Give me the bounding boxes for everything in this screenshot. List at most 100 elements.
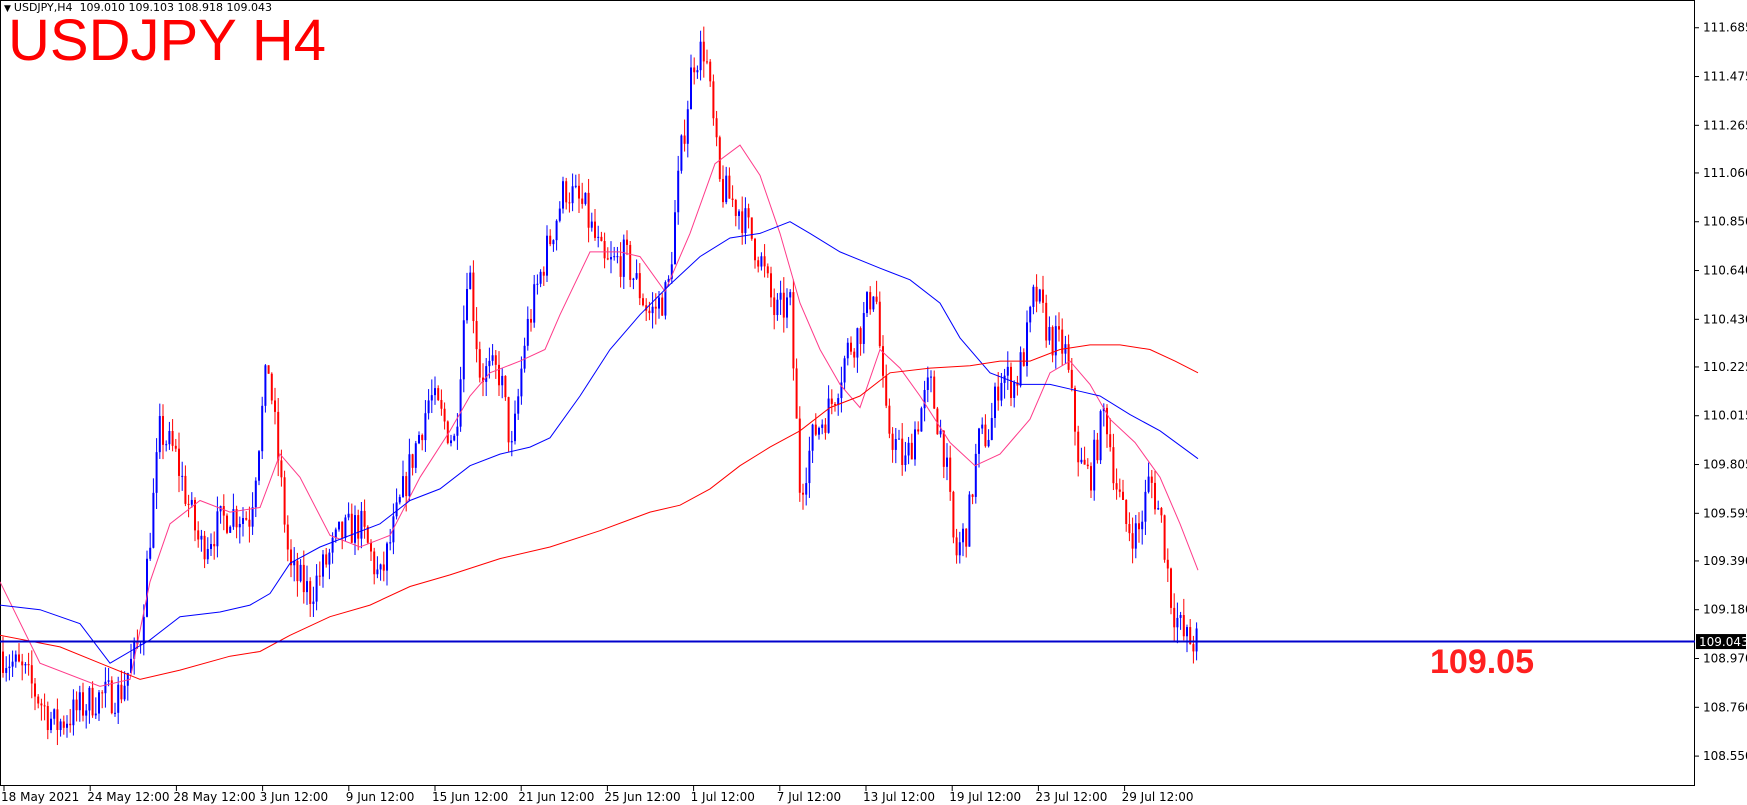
candle-body (376, 569, 379, 575)
candle-body (626, 239, 628, 245)
candle-body (277, 411, 280, 461)
candle-body (181, 475, 184, 477)
time-tick-label: 7 Jul 12:00 (777, 790, 841, 804)
candle-body (59, 721, 62, 731)
candle-body (341, 521, 344, 538)
candle-body (670, 264, 673, 279)
candle-body (891, 433, 894, 450)
candle-body (814, 424, 817, 435)
candle-body (2, 651, 4, 673)
candle-body (475, 321, 478, 350)
candle-body (72, 699, 75, 726)
candle-body (421, 435, 424, 441)
candle-body (312, 601, 315, 604)
candle-body (898, 438, 900, 440)
price-tick-label: 109.805 (1703, 458, 1747, 472)
candle-body (536, 283, 539, 285)
candle-body (50, 718, 52, 731)
candle-body (1016, 382, 1019, 386)
candle-body (261, 405, 264, 452)
candle-body (546, 235, 548, 276)
candle-body (1077, 431, 1080, 463)
candle-body (437, 388, 440, 400)
candle-body (43, 705, 46, 707)
price-tick-label: 109.180 (1703, 603, 1747, 617)
candle-body (859, 328, 862, 344)
candle-body (750, 217, 753, 239)
candle-body (1061, 329, 1064, 354)
candle-body (379, 564, 382, 570)
candle-body (14, 654, 17, 662)
candle-body (507, 397, 510, 443)
candle-body (168, 431, 171, 445)
candle-body (360, 510, 363, 539)
candle-body (178, 448, 180, 476)
candle-body (478, 349, 481, 378)
candle-body (107, 680, 110, 682)
candle-body (1051, 326, 1054, 356)
candle-body (126, 672, 129, 686)
candle-body (174, 445, 177, 449)
candle-body (366, 526, 369, 543)
candle-body (149, 547, 152, 559)
candle-body (709, 61, 712, 82)
candle-body (789, 292, 792, 298)
candle-body (619, 256, 622, 277)
candle-body (114, 712, 116, 714)
candle-body (91, 687, 94, 716)
candle-body (222, 506, 225, 516)
candle-body (936, 408, 939, 435)
candle-body (664, 282, 667, 316)
candle-body (1102, 407, 1105, 412)
price-tick-label: 111.060 (1703, 166, 1747, 180)
candle-body (85, 710, 88, 716)
candle-body (290, 549, 292, 566)
candle-body (875, 296, 878, 302)
candle-body (795, 368, 798, 419)
candle-body (677, 170, 680, 213)
candle-body (40, 703, 43, 706)
candle-body (910, 442, 913, 460)
candle-body (555, 220, 558, 241)
candle-body (347, 513, 350, 518)
candle-body (610, 257, 612, 260)
candle-body (760, 256, 763, 267)
candle-body (1118, 489, 1121, 492)
candle-body (728, 175, 731, 199)
candle-body (901, 438, 904, 465)
candle-body (594, 221, 596, 238)
candle-body (1182, 615, 1185, 637)
collapse-triangle-icon[interactable]: ▼ (4, 4, 11, 14)
candle-body (706, 61, 708, 63)
candle-body (238, 523, 241, 528)
candle-body (1003, 375, 1006, 383)
candle-body (184, 475, 187, 504)
candle-body (1131, 533, 1134, 549)
candle-body (648, 310, 651, 314)
candle-body (325, 554, 328, 565)
time-tick-label: 1 Jul 12:00 (691, 790, 755, 804)
candle-body (725, 175, 728, 203)
candle-body (450, 440, 452, 444)
candle-body (856, 328, 859, 358)
candle-body (206, 548, 209, 560)
candle-body (446, 421, 449, 444)
candle-body (120, 684, 123, 700)
candle-body (520, 368, 523, 397)
candle-body (558, 208, 561, 221)
candle-body (920, 408, 923, 432)
candle-body (1093, 439, 1096, 491)
candle-body (226, 515, 228, 533)
candle-body (782, 292, 785, 318)
time-tick-label: 18 May 2021 (1, 790, 79, 804)
candle-body (1189, 627, 1192, 645)
time-tick-label: 29 Jul 12:00 (1122, 790, 1194, 804)
candle-body (363, 510, 366, 527)
time-tick-label: 21 Jun 12:00 (518, 790, 594, 804)
candle-body (939, 430, 942, 435)
candle-body (466, 289, 468, 321)
candle-body (946, 457, 948, 467)
candle-body (5, 668, 8, 673)
candle-body (1106, 407, 1108, 435)
